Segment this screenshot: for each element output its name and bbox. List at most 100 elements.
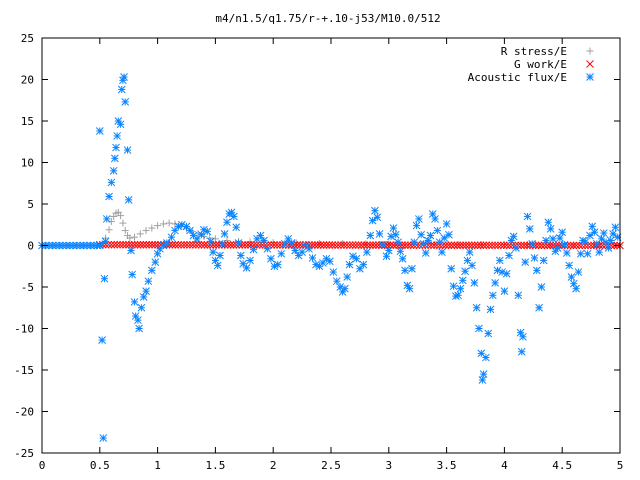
data-point (116, 120, 125, 129)
y-tick-label: 15 (21, 115, 34, 128)
data-point (488, 291, 497, 300)
data-point (167, 233, 176, 242)
data-point (159, 220, 167, 228)
data-point (563, 241, 572, 250)
data-point (405, 284, 414, 293)
data-point (476, 241, 485, 250)
data-point (191, 240, 200, 249)
data-point (491, 278, 500, 287)
data-point (102, 215, 111, 223)
data-point (277, 249, 286, 258)
data-point (401, 241, 409, 250)
y-tick-label: 10 (21, 157, 34, 170)
data-point (496, 241, 505, 250)
data-point (505, 251, 513, 260)
data-point (252, 241, 261, 249)
data-point (499, 241, 508, 250)
data-point (226, 241, 235, 249)
data-point (223, 218, 231, 227)
legend-marker (586, 47, 594, 55)
data-point (572, 241, 581, 250)
data-point (354, 241, 363, 249)
data-point (398, 241, 406, 250)
data-point (280, 239, 289, 248)
data-point (244, 241, 252, 249)
data-point (263, 244, 272, 253)
data-point (458, 276, 467, 285)
data-point (284, 235, 293, 243)
data-point (136, 230, 144, 238)
data-point (328, 241, 337, 249)
data-point (417, 230, 426, 239)
legend-marker (586, 73, 594, 81)
data-point (572, 284, 580, 293)
data-point (95, 127, 104, 135)
data-point (203, 227, 212, 236)
data-point (212, 241, 220, 249)
data-point (372, 241, 380, 249)
series-acoustic-flux-e (38, 73, 622, 442)
data-point (560, 240, 569, 249)
data-point (120, 73, 128, 81)
data-point (523, 241, 531, 250)
data-point (528, 239, 536, 248)
data-point (334, 241, 342, 249)
data-point (427, 241, 435, 250)
y-tick-label: 0 (27, 240, 34, 253)
data-point (409, 241, 418, 250)
data-point (340, 241, 348, 249)
legend-entry-g-work-e: G work/E (514, 58, 594, 71)
data-point (475, 324, 483, 333)
data-point (194, 240, 203, 249)
data-point (549, 235, 557, 243)
data-point (117, 212, 125, 220)
data-point (520, 241, 528, 250)
data-point (528, 241, 537, 250)
data-point (498, 268, 506, 276)
data-point (447, 241, 456, 250)
data-point (389, 224, 398, 232)
data-point (119, 240, 127, 249)
data-point (331, 241, 340, 249)
data-point (396, 247, 405, 256)
data-point (145, 240, 154, 249)
data-point (482, 241, 491, 250)
y-tick-label: -5 (21, 281, 34, 294)
x-tick-label: 3 (385, 459, 392, 472)
data-point (154, 222, 162, 230)
data-point (593, 239, 601, 248)
data-point (468, 261, 476, 270)
x-tick-label: 2.5 (321, 459, 341, 472)
data-point (351, 241, 360, 249)
data-point (105, 192, 113, 201)
data-point (329, 268, 338, 276)
data-point (188, 240, 197, 249)
x-tick-label: 1.5 (205, 459, 225, 472)
data-point (384, 246, 393, 255)
data-point (479, 241, 488, 250)
data-point (535, 303, 543, 312)
data-point (369, 241, 377, 249)
data-point (136, 240, 145, 249)
data-point (241, 241, 249, 249)
data-point (116, 240, 124, 249)
legend-label: R stress/E (501, 45, 567, 58)
data-point (488, 241, 496, 250)
data-point (586, 231, 594, 240)
data-point (287, 239, 296, 247)
data-point (148, 224, 156, 232)
data-point (495, 256, 504, 265)
data-point (360, 241, 369, 249)
data-point (162, 239, 171, 247)
data-point (479, 370, 488, 379)
data-point (305, 244, 313, 253)
data-point (98, 336, 106, 344)
data-point (234, 239, 243, 247)
data-point (447, 264, 456, 273)
data-point (359, 260, 368, 269)
data-point (298, 248, 306, 256)
x-tick-label: 4 (501, 459, 508, 472)
data-point (450, 241, 459, 250)
